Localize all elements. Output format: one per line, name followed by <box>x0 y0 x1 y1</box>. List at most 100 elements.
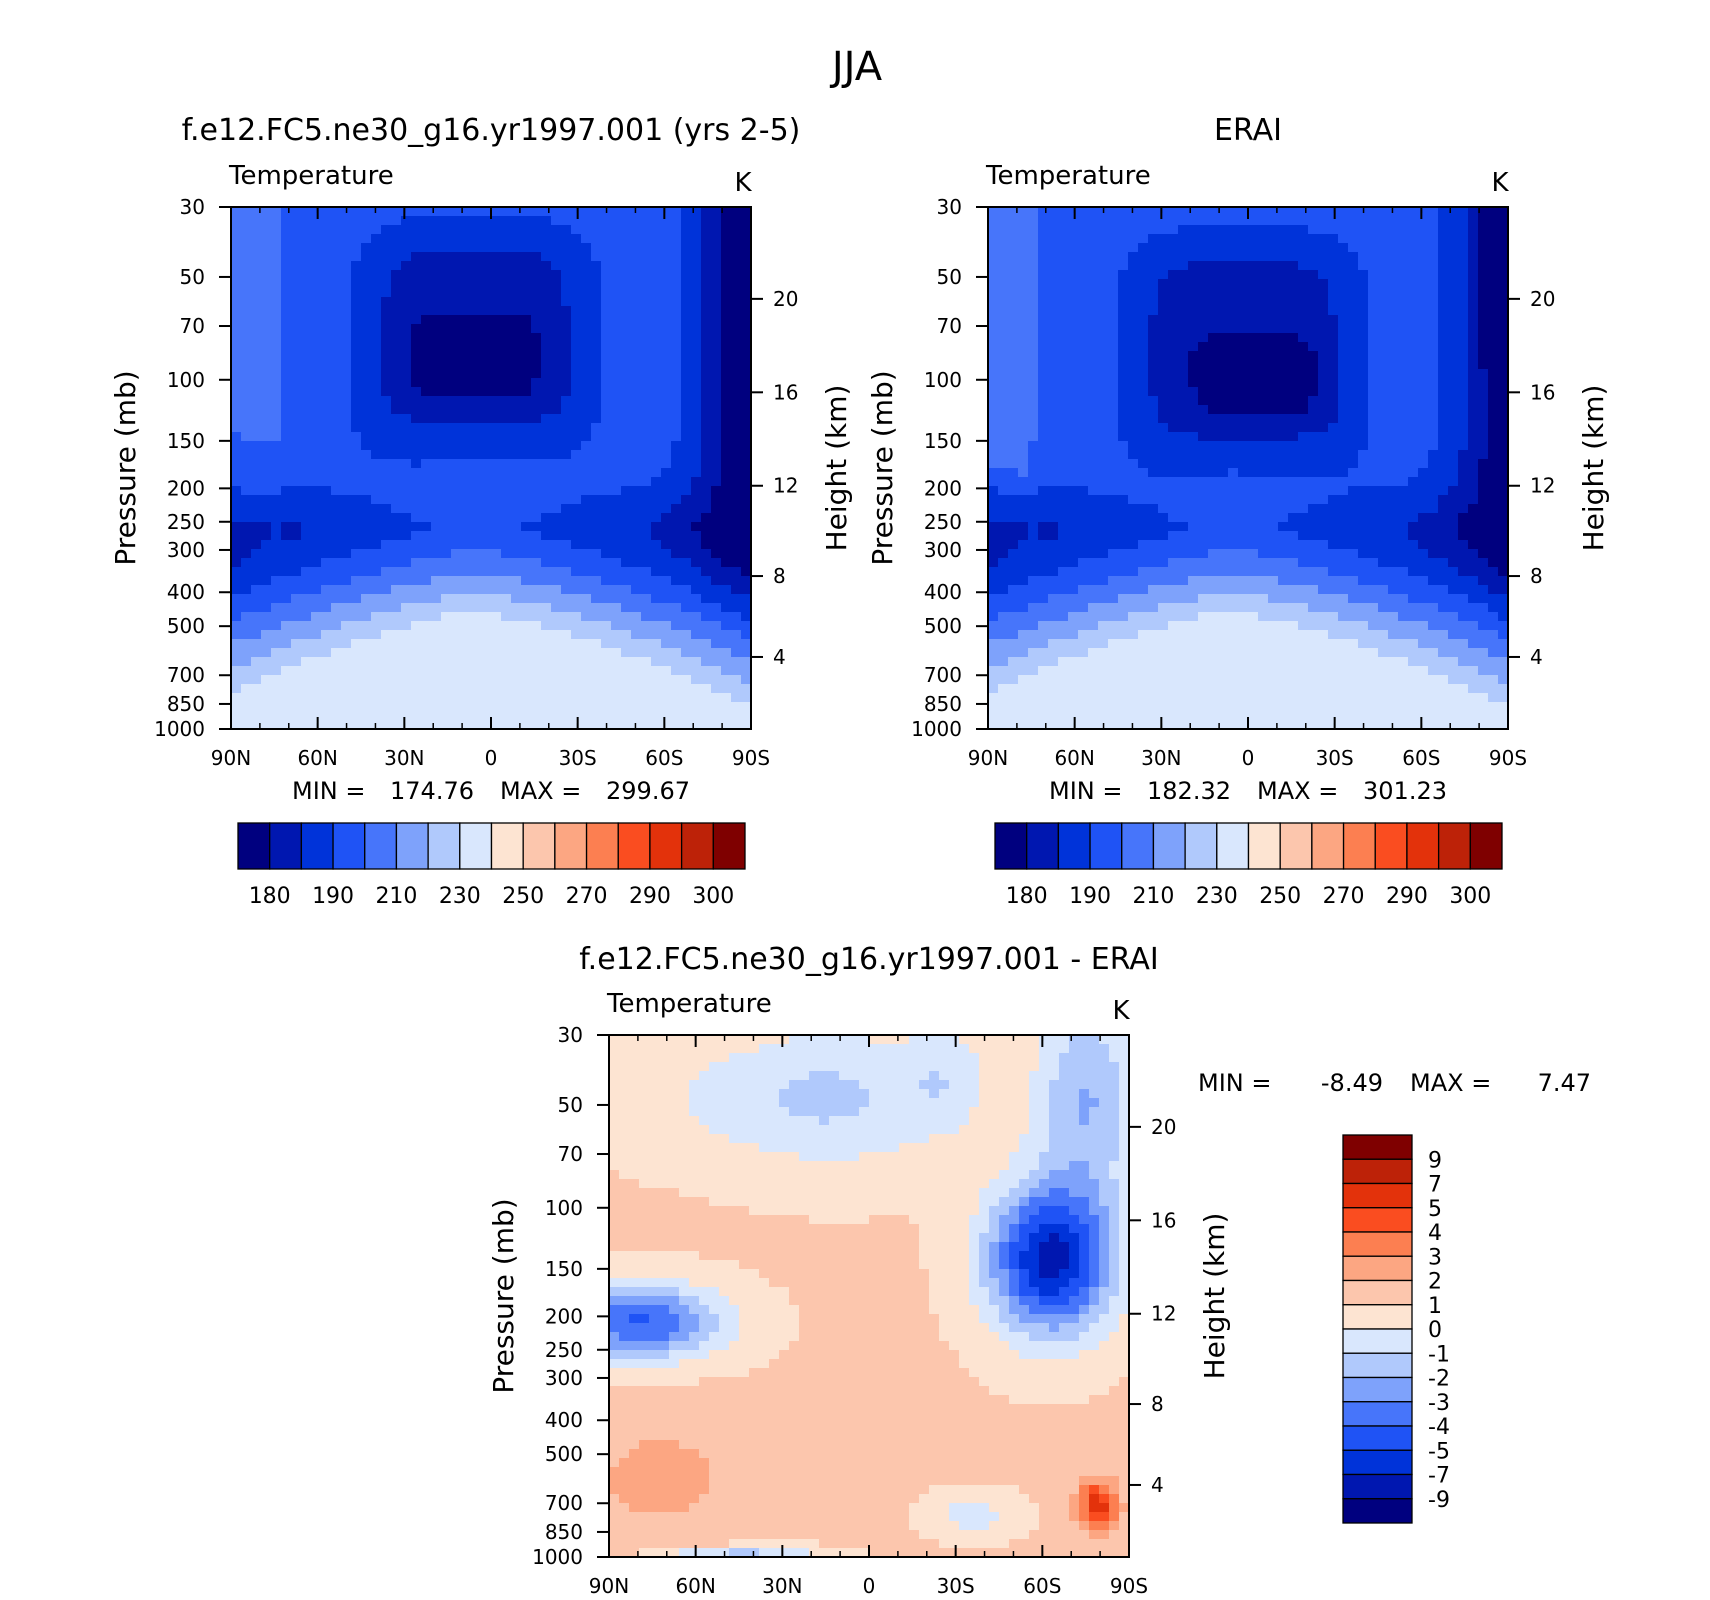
panel-model-field-cell <box>571 270 582 280</box>
panel-erai-field-cell <box>1458 396 1469 406</box>
panel-erai-field-cell <box>1138 432 1149 442</box>
panel-model-field-cell <box>741 522 751 532</box>
panel-erai-field-cell <box>1238 315 1249 325</box>
panel-erai-field-cell <box>1098 495 1109 505</box>
panel-erai-field-cell <box>1478 207 1489 217</box>
panel-model-field-cell <box>741 684 751 694</box>
panel-model-field-cell <box>591 414 602 424</box>
panel-erai-field-cell <box>1298 477 1309 487</box>
panel-model-field-cell <box>271 450 282 460</box>
panel-erai-field-cell <box>1428 225 1439 235</box>
panel-model-field-cell <box>711 225 722 235</box>
panel-model-field-cell <box>701 621 712 631</box>
panel-model-field-cell <box>501 450 512 460</box>
panel-erai-field-cell <box>1238 216 1249 226</box>
panel-model-field-cell <box>721 306 732 316</box>
panel-model-field-cell <box>241 360 252 370</box>
panel-erai-field-cell <box>1148 486 1159 496</box>
panel-erai-field-cell <box>998 333 1009 343</box>
panel-model-field-cell <box>291 459 302 469</box>
panel-erai-field-cell <box>1358 234 1369 244</box>
panel-model-field-cell <box>251 342 262 352</box>
panel-erai-field-cell <box>1008 270 1019 280</box>
panel-erai-field-cell <box>1348 468 1359 478</box>
panel-erai-field-cell <box>1328 423 1339 433</box>
panel-erai-field-cell <box>1428 261 1439 271</box>
panel-model-field-cell <box>281 576 292 586</box>
panel-model-field-cell <box>301 486 312 496</box>
panel-model-field-cell <box>311 594 322 604</box>
panel-model-field-cell <box>561 333 572 343</box>
panel-erai-field-cell <box>1068 306 1079 316</box>
panel-model-field-cell <box>431 261 442 271</box>
panel-model-field-cell <box>261 621 272 631</box>
panel-erai-field-cell <box>1118 495 1129 505</box>
panel-model-field-cell <box>401 297 412 307</box>
panel-model-field-cell <box>321 405 332 415</box>
panel-erai-field-cell <box>1438 387 1449 397</box>
panel-model-field-cell <box>671 333 682 343</box>
panel-model-field-cell <box>271 612 282 622</box>
panel-erai-field-cell <box>1048 405 1059 415</box>
panel-erai-field-cell <box>1238 387 1249 397</box>
panel-erai-field-cell <box>1328 351 1339 361</box>
panel-model-min-value: 174.76 <box>390 777 474 805</box>
panel-model-field-cell <box>741 360 751 370</box>
panel-model-field-cell <box>361 684 372 694</box>
panel-model-field-cell <box>551 684 562 694</box>
panel-erai-field-cell <box>1008 261 1019 271</box>
panel-model-field-cell <box>451 630 462 640</box>
panel-erai-field-cell <box>1058 432 1069 442</box>
panel-model-field-cell <box>471 468 482 478</box>
panel-model-field-cell <box>481 675 492 685</box>
panel-model-field-cell <box>231 405 242 415</box>
panel-model-field-cell <box>271 270 282 280</box>
panel-model-field-cell <box>341 567 352 577</box>
panel-erai-field-cell <box>1498 279 1508 289</box>
panel-erai-field-cell <box>1128 432 1139 442</box>
panel-erai-field-cell <box>1488 360 1499 370</box>
panel-model-field-cell <box>501 432 512 442</box>
panel-model-field-cell <box>501 594 512 604</box>
panel-model-field-cell <box>261 297 272 307</box>
panel-model-field-cell <box>451 495 462 505</box>
panel-model-field-cell <box>251 396 262 406</box>
panel-model-field-cell <box>381 567 392 577</box>
panel-model-field-cell <box>691 306 702 316</box>
panel-erai-field-cell <box>1018 342 1029 352</box>
panel-model-field-cell <box>441 324 452 334</box>
panel-model-field-cell <box>481 666 492 676</box>
panel-erai-field-cell <box>1448 279 1459 289</box>
panel-model-field-cell <box>481 225 492 235</box>
panel-erai-field-cell <box>1338 225 1349 235</box>
panel-model-field-cell <box>391 306 402 316</box>
panel-model-field-cell <box>641 297 652 307</box>
panel-model-field-cell <box>501 315 512 325</box>
panel-erai-field-cell <box>1428 234 1439 244</box>
panel-model-field-cell <box>461 477 472 487</box>
panel-model-field-cell <box>441 666 452 676</box>
panel-erai-field-cell <box>1368 450 1379 460</box>
panel-model-field-cell <box>361 243 372 253</box>
panel-erai-field-cell <box>1098 261 1109 271</box>
panel-erai-field-cell <box>1418 468 1429 478</box>
panel-model-field-cell <box>731 693 742 703</box>
panel-erai-field-cell <box>1158 432 1169 442</box>
panel-model-field-cell <box>601 360 612 370</box>
panel-model-field-cell <box>741 378 751 388</box>
panel-model-field-cell <box>721 684 732 694</box>
panel-model-field-cell <box>401 495 412 505</box>
panel-model-field-cell <box>441 513 452 523</box>
panel-model-field-cell <box>271 333 282 343</box>
panel-model-field-cell <box>341 576 352 586</box>
panel-erai-field-cell <box>1168 252 1179 262</box>
panel-model-field-cell <box>541 639 552 649</box>
panel-erai-field-cell <box>1428 288 1439 298</box>
panel-erai-field-cell <box>1218 225 1229 235</box>
panel-erai-field-cell <box>1298 441 1309 451</box>
panel-model-field-cell <box>711 396 722 406</box>
panel-erai-field-cell <box>998 315 1009 325</box>
panel-model-field-cell <box>531 720 542 729</box>
panel-model-field-cell <box>271 378 282 388</box>
panel-erai-field-cell <box>1078 369 1089 379</box>
